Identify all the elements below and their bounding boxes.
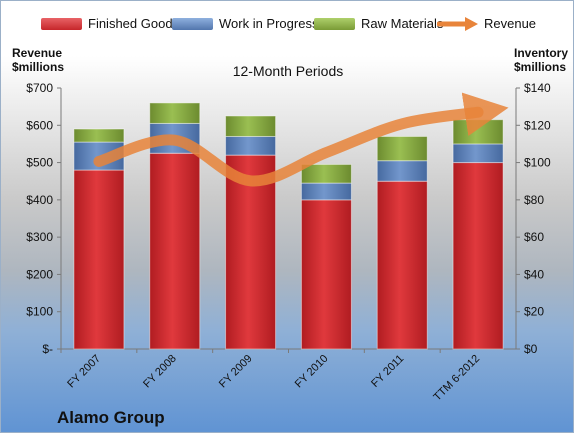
legend-swatch-raw-materials: [314, 18, 355, 30]
right-tick-label: $80: [524, 193, 544, 207]
legend-label-revenue: Revenue: [484, 16, 537, 31]
legend-arrow-icon: [437, 17, 478, 31]
left-axis-title-line2: $millions: [12, 60, 65, 74]
right-tick-label: $20: [524, 305, 544, 319]
x-tick-label: FY 2011: [369, 353, 406, 390]
x-tick-label: FY 2010: [293, 353, 331, 391]
left-tick-label: $600: [26, 118, 53, 132]
bar-finished-goods: [73, 169, 125, 350]
bar-finished-goods: [225, 154, 277, 350]
x-tick-label: FY 2008: [141, 353, 179, 391]
bar-raw-materials: [73, 128, 125, 143]
bar-raw-materials: [452, 119, 504, 145]
bar-work-in-progress: [225, 135, 277, 156]
left-tick-label: $100: [26, 305, 53, 319]
bar-raw-materials: [225, 115, 277, 137]
right-tick-label: $120: [524, 118, 551, 132]
x-tick-label: FY 2009: [217, 353, 255, 391]
bar-work-in-progress: [452, 143, 504, 164]
legend-label-raw-materials: Raw Materials: [361, 16, 444, 31]
right-tick-label: $100: [524, 156, 551, 170]
bar-raw-materials: [149, 102, 201, 124]
legend-label-finished-goods: Finished Goods: [88, 16, 180, 31]
left-tick-label: $200: [26, 267, 53, 281]
x-tick-label: FY 2007: [65, 353, 103, 391]
bar-raw-materials: [300, 163, 352, 184]
legend-swatch-work-in-progress: [172, 18, 213, 30]
bar-finished-goods: [300, 199, 352, 350]
left-tick-label: $400: [26, 193, 53, 207]
left-tick-label: $700: [26, 81, 53, 95]
right-tick-label: $0: [524, 342, 538, 356]
right-axis-title: Inventory $millions: [514, 46, 568, 74]
bar-finished-goods: [376, 180, 428, 350]
x-tick-label: TTM 6-2012: [431, 353, 482, 404]
bar-finished-goods: [452, 162, 504, 350]
chart-title: 12-Month Periods: [232, 63, 344, 79]
right-axis-title-line1: Inventory: [514, 46, 569, 60]
company-name: Alamo Group: [57, 408, 165, 427]
revenue-line: [93, 92, 509, 187]
left-axis-title-line1: Revenue: [12, 46, 63, 60]
left-axis-title: Revenue $millions: [12, 46, 64, 74]
legend-label-work-in-progress: Work in Progress: [219, 16, 319, 31]
bar-raw-materials: [376, 135, 428, 162]
right-axis-title-line2: $millions: [514, 60, 567, 74]
right-tick-label: $140: [524, 81, 551, 95]
left-tick-label: $300: [26, 230, 53, 244]
legend-swatch-finished-goods: [41, 18, 82, 30]
left-tick-label: $500: [26, 156, 53, 170]
left-tick-label: $-: [42, 342, 53, 356]
bar-work-in-progress: [376, 160, 428, 182]
right-tick-label: $40: [524, 267, 544, 281]
right-tick-label: $60: [524, 230, 544, 244]
bar-work-in-progress: [300, 182, 352, 201]
bar-finished-goods: [149, 152, 201, 350]
